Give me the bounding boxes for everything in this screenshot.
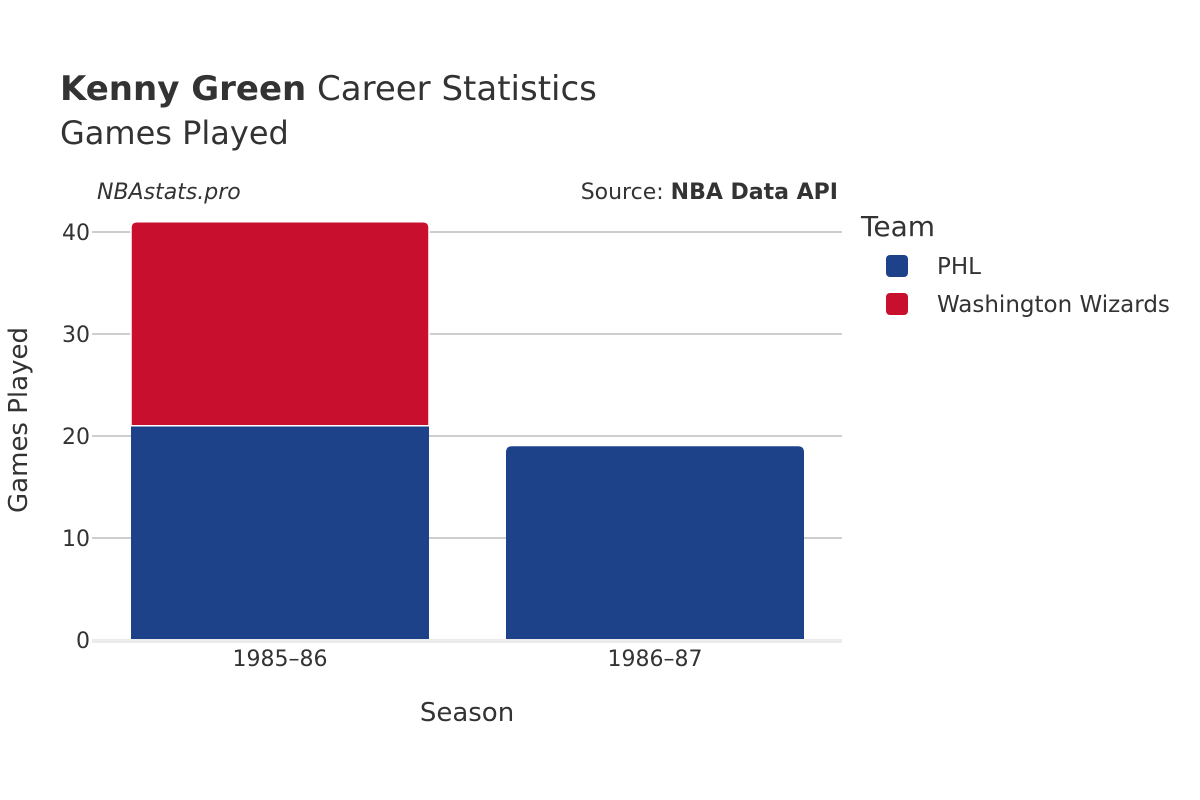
chart-subtitle: Games Played (60, 114, 289, 152)
x-tick-label: 1985–86 (233, 647, 328, 672)
y-axis-title: Games Played (4, 327, 34, 513)
x-tick-label: 1986–87 (608, 647, 703, 672)
axes: 0 10 20 30 40 1985–86 1986–87 (62, 221, 842, 672)
watermark: NBAstats.pro (97, 180, 241, 205)
y-tick-label: 0 (76, 629, 90, 654)
chart-title-rest: Career Statistics (306, 69, 597, 109)
bars (130, 221, 804, 640)
y-tick-label: 10 (62, 527, 90, 552)
legend-label-washington-wizards: Washington Wizards (937, 292, 1170, 318)
legend-item-washington-wizards[interactable]: Washington Wizards (886, 292, 1170, 318)
chart-title-player: Kenny Green (60, 69, 306, 109)
y-tick-label: 30 (62, 323, 90, 348)
legend-item-phl[interactable]: PHL (886, 254, 981, 280)
bar-phl-1986-87[interactable] (506, 446, 804, 640)
y-tick-label: 20 (62, 425, 90, 450)
legend-swatch-washington-wizards (886, 293, 908, 315)
legend-title: Team (860, 210, 935, 243)
legend-swatch-phl (886, 255, 908, 277)
y-tick-label: 40 (62, 221, 90, 246)
x-axis-title: Season (420, 698, 514, 728)
legend-label-phl: PHL (937, 254, 981, 280)
source-prefix: Source: (581, 180, 671, 205)
chart-title: Kenny Green Career Statistics (60, 69, 597, 109)
source-text: Source: NBA Data API (581, 180, 838, 205)
source-name: NBA Data API (671, 180, 838, 205)
bar-phl-1985-86[interactable] (131, 425, 429, 640)
bar-washington-wizards-1985-86[interactable] (130, 221, 430, 427)
